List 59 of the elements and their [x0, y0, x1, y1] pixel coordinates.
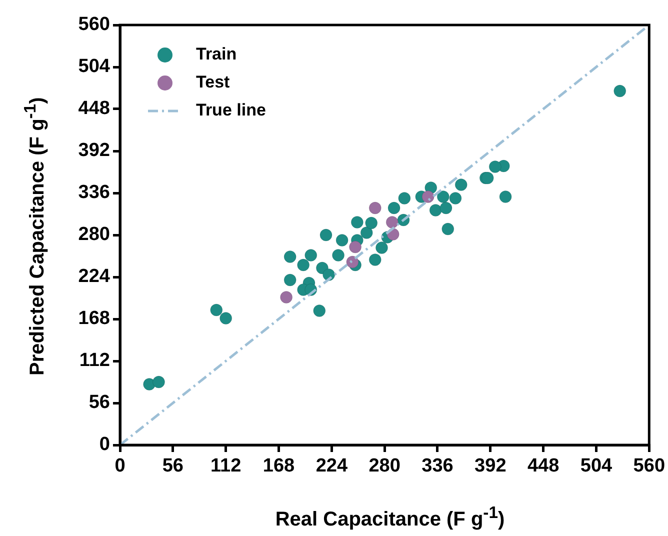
y-tick-label: 560	[78, 14, 110, 36]
x-tick-label: 392	[474, 456, 506, 477]
point	[280, 291, 293, 304]
point	[422, 190, 434, 203]
point	[284, 250, 296, 263]
legend-label: Test	[196, 72, 230, 92]
point	[210, 304, 223, 316]
x-tick-label: 56	[162, 456, 184, 477]
y-tick-label: 112	[79, 350, 110, 372]
point	[436, 190, 450, 203]
point	[320, 228, 332, 242]
point	[614, 84, 626, 98]
point	[442, 222, 454, 236]
x-axis-title: Real Capacitance (F g$^{-1}$)	[274, 503, 506, 532]
y-tick-label: 504	[78, 56, 110, 78]
point	[350, 216, 364, 228]
point	[454, 178, 468, 191]
point	[488, 160, 502, 173]
x-tick-label: 336	[422, 456, 454, 477]
point	[499, 190, 512, 203]
point	[349, 240, 362, 254]
x-tick-label: 168	[262, 456, 295, 477]
point	[360, 226, 373, 239]
x-tick-label: 112	[210, 456, 242, 477]
legend-label: True line	[196, 100, 266, 120]
y-tick-label: 280	[78, 224, 110, 246]
x-tick-label: 280	[368, 456, 400, 477]
point	[297, 258, 310, 272]
x-tick-label: 224	[316, 456, 348, 477]
point	[368, 254, 382, 266]
point	[284, 274, 296, 286]
x-tick-label: 504	[580, 456, 613, 477]
point	[332, 249, 345, 262]
point	[346, 256, 359, 268]
point	[440, 202, 452, 214]
y-tick-label: 224	[78, 266, 110, 288]
point	[336, 234, 348, 246]
point	[365, 216, 378, 230]
point	[449, 192, 462, 204]
y-tick-label: 56	[88, 392, 110, 414]
point	[398, 192, 411, 204]
point	[386, 216, 398, 228]
point	[375, 242, 388, 254]
point	[304, 249, 318, 262]
y-tick-label: 448	[78, 98, 110, 120]
point	[388, 202, 400, 214]
point	[313, 304, 326, 317]
y-tick-label: 336	[78, 182, 110, 204]
x-tick-label: 448	[527, 456, 560, 477]
point	[429, 204, 442, 216]
x-tick-label: 560	[633, 456, 665, 477]
y-tick-label: 392	[78, 140, 110, 162]
x-tick-label: 0	[114, 456, 126, 477]
point	[368, 202, 382, 214]
y-tick-label: 0	[99, 434, 110, 456]
legend-label: Train	[196, 44, 237, 64]
point	[220, 312, 232, 324]
y-tick-label: 168	[78, 308, 110, 330]
point	[152, 376, 165, 388]
